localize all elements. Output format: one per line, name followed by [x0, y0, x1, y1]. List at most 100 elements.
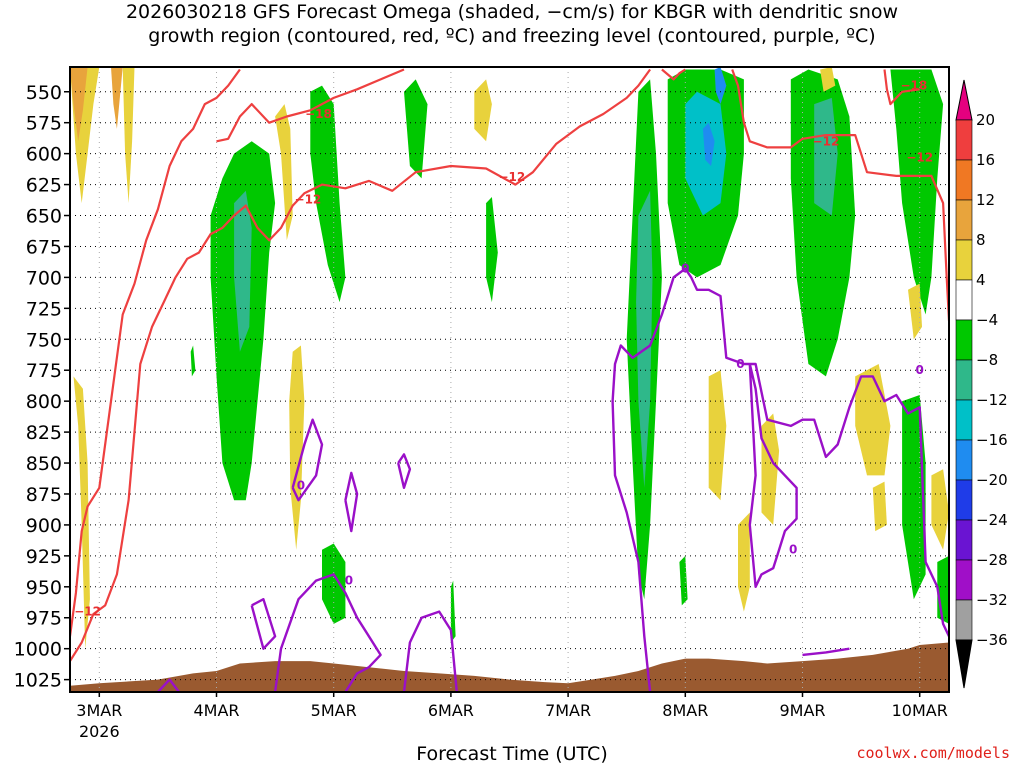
- chart-title-line2: growth region (contoured, red, ºC) and f…: [148, 25, 876, 47]
- x-tick-sublabel-0: 2026: [79, 722, 120, 741]
- y-tick-label-5: 675: [26, 236, 62, 258]
- colorbar-seg-2: [955, 159, 973, 201]
- colorbar-bottom-arrow: [955, 639, 973, 689]
- x-tick-label-6: 9MAR: [779, 701, 825, 720]
- y-tick-label-16: 950: [26, 577, 62, 599]
- red-contour-1: [70, 68, 651, 662]
- colorbar-label-12: −32: [976, 591, 1008, 609]
- y-tick-label-4: 650: [26, 206, 62, 228]
- colorbar-label-0: 20: [976, 111, 995, 129]
- omega-region-2: [122, 67, 135, 204]
- purple-contour-0: [157, 678, 180, 692]
- contour-label-12: 0: [916, 363, 924, 377]
- omega-region-19: [708, 370, 727, 501]
- colorbar-seg-3: [955, 199, 973, 241]
- colorbar-seg-6: [955, 319, 973, 361]
- y-tick-label-10: 800: [26, 391, 62, 413]
- omega-region-4: [73, 376, 90, 649]
- plot-frame: [69, 66, 950, 693]
- omega-region-9: [310, 85, 346, 303]
- omega-region-3: [111, 67, 123, 129]
- purple-contour-2: [402, 610, 458, 692]
- contour-label-4: −12: [813, 134, 840, 148]
- purple-contour-9: [802, 647, 850, 657]
- y-tick-label-12: 850: [26, 453, 62, 475]
- colorbar-label-5: −4: [976, 311, 998, 329]
- x-tick-label-4: 7MAR: [545, 701, 591, 720]
- x-tick-label-7: 10MAR: [892, 701, 948, 720]
- contour-label-1: −12: [295, 192, 322, 206]
- dendritic-contours: [70, 68, 949, 662]
- terrain-fill: [70, 642, 949, 692]
- omega-region-31: [474, 79, 492, 142]
- colorbar-label-4: 4: [976, 271, 986, 289]
- red-contour-5: [731, 69, 949, 321]
- credit-link[interactable]: coolwx.com/models: [856, 744, 1010, 762]
- red-contour-0: [70, 68, 241, 637]
- y-tick-label-6: 700: [26, 267, 62, 289]
- red-contour-2: [216, 68, 405, 143]
- colorbar-top-arrow: [955, 79, 973, 121]
- omega-region-29: [908, 283, 922, 340]
- terrain: [70, 642, 949, 692]
- purple-contour-4: [344, 471, 359, 533]
- omega-region-33: [937, 555, 949, 624]
- y-tick-label-3: 625: [26, 175, 62, 197]
- contour-label-10: 0: [736, 357, 744, 371]
- purple-contour-8: [748, 363, 798, 588]
- colorbar-seg-13: [955, 599, 973, 641]
- freezing-level-contours: [157, 267, 949, 692]
- omega-region-28: [931, 469, 949, 550]
- colorbar-seg-7: [955, 359, 973, 401]
- y-tick-label-11: 825: [26, 422, 62, 444]
- y-tick-label-15: 925: [26, 546, 62, 568]
- purple-contour-6: [250, 598, 277, 650]
- contour-label-5: −12: [906, 150, 933, 164]
- y-tick-label-13: 875: [26, 484, 62, 506]
- omega-region-16: [702, 122, 715, 166]
- red-contour-4: [661, 68, 686, 81]
- omega-region-24: [890, 69, 944, 315]
- y-tick-label-8: 750: [26, 329, 62, 351]
- axes: 550 575 600 625 650 675 700 725 750 775 800 825 850 8…: [14, 66, 950, 741]
- contour-label-6: −18: [900, 79, 927, 93]
- omega-region-27: [872, 481, 887, 532]
- purple-contour-5: [397, 453, 412, 489]
- chart-title-line1: 2026030218 GFS Forecast Omega (shaded, −…: [125, 1, 899, 23]
- colorbar-seg-1: [955, 119, 973, 161]
- colorbar-label-11: −28: [976, 551, 1008, 569]
- omega-region-11: [404, 79, 428, 179]
- x-tick-label-0: 3MAR: [76, 701, 122, 720]
- omega-region-32: [486, 197, 498, 303]
- omega-region-23: [814, 97, 838, 216]
- contour-label-2: −12: [498, 170, 525, 184]
- contour-label-0: −18: [305, 107, 332, 121]
- contour-label-8: 0: [345, 574, 353, 588]
- purple-contour-7: [611, 267, 949, 692]
- colorbar-label-10: −24: [976, 511, 1008, 529]
- x-tick-label-1: 4MAR: [193, 701, 239, 720]
- y-tick-label-17: 975: [26, 608, 62, 630]
- colorbar-label-6: −8: [976, 351, 998, 369]
- colorbar-label-2: 12: [976, 191, 995, 209]
- colorbar: 20 16 12 8 4 −4 −8 −12 −16 −20 −24 −28 −32 −36: [955, 79, 1008, 689]
- omega-region-30: [820, 67, 836, 92]
- omega-region-17: [714, 67, 727, 105]
- colorbar-label-8: −16: [976, 431, 1008, 449]
- colorbar-label-7: −12: [976, 391, 1008, 409]
- y-tick-label-7: 725: [26, 298, 62, 320]
- contour-label-3: −12: [74, 605, 101, 619]
- colorbar-label-9: −20: [976, 471, 1008, 489]
- omega-region-18: [679, 555, 688, 606]
- colorbar-seg-11: [955, 519, 973, 561]
- omega-region-22: [790, 69, 856, 377]
- omega-region-10: [322, 543, 346, 624]
- omega-region-6: [234, 190, 252, 352]
- y-tick-label-14: 900: [26, 515, 62, 537]
- chart-title: 2026030218 GFS Forecast Omega (shaded, −…: [0, 0, 1024, 48]
- y-tick-label-2: 600: [26, 144, 62, 166]
- purple-contour-3: [291, 418, 324, 502]
- omega-region-26: [855, 364, 891, 476]
- colorbar-seg-10: [955, 479, 973, 521]
